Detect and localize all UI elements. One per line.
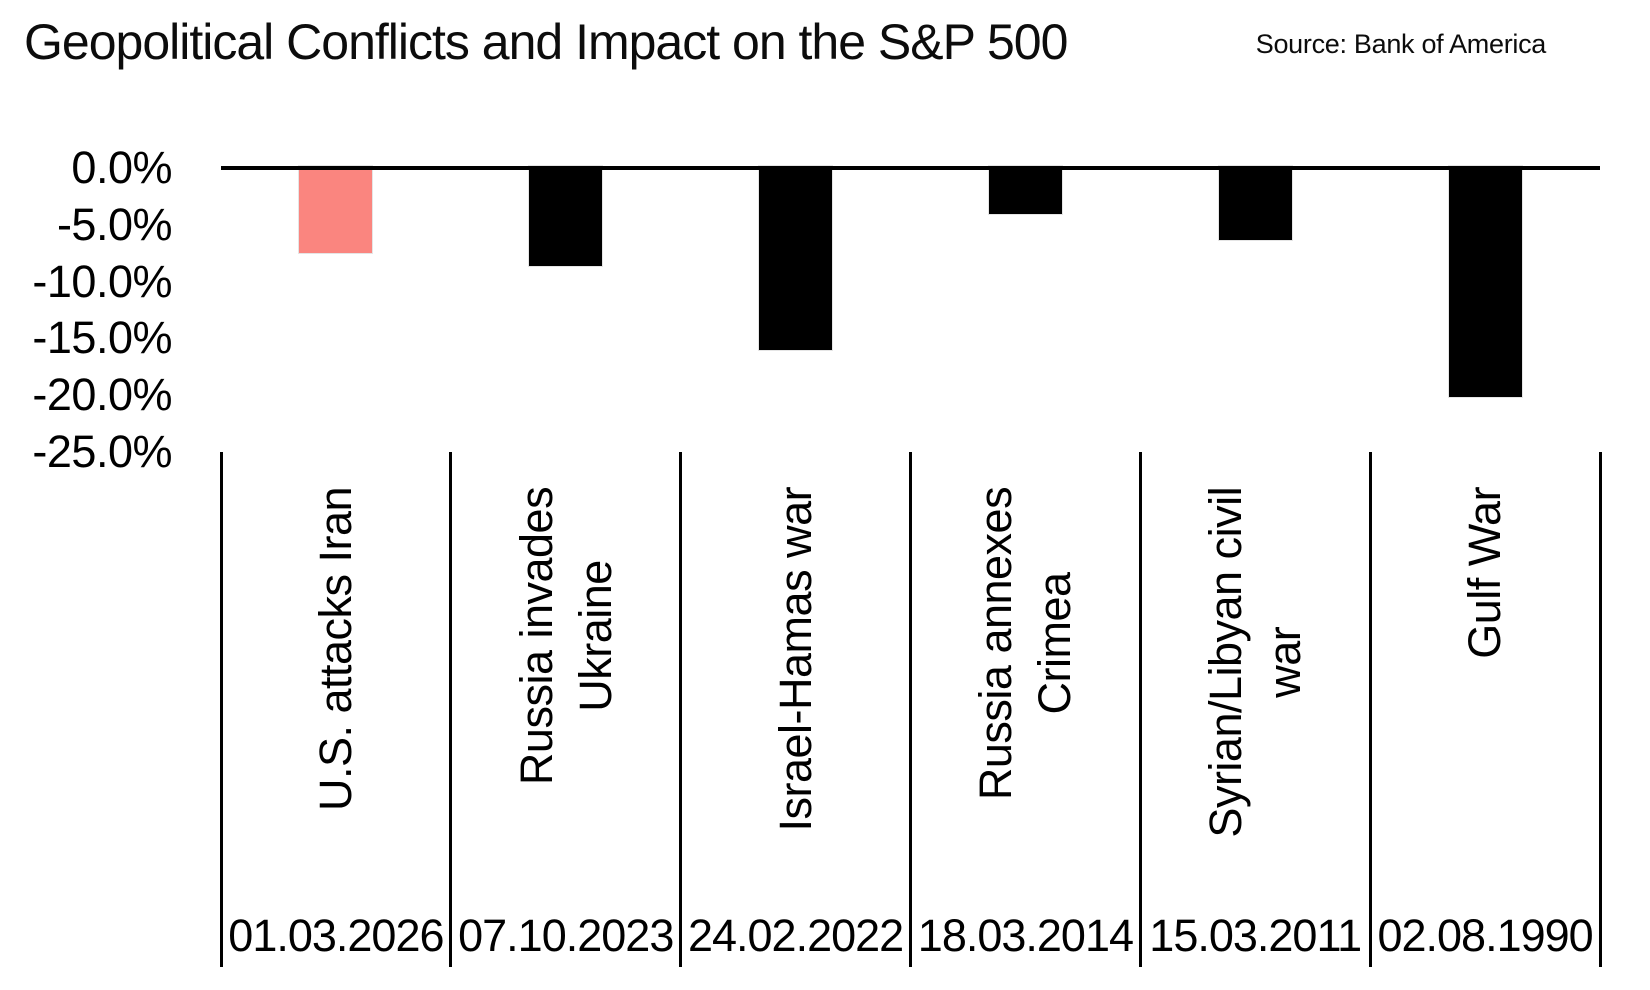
bar	[1218, 166, 1292, 240]
y-axis-tick-label: -15.0%	[32, 312, 172, 364]
category-label-text: Russia annexes Crimea	[970, 486, 1081, 801]
category-date-label: 02.08.1990	[1377, 910, 1593, 961]
category-date-label: 15.03.2011	[1149, 910, 1362, 961]
category-label-text-rotated: Russia invades Ukraine	[451, 487, 681, 907]
category-separator-line	[909, 452, 912, 967]
category-label: Gulf War	[1370, 487, 1600, 907]
category-date-label: 07.10.2023	[458, 910, 674, 961]
y-axis-tick-label: 0.0%	[71, 142, 172, 194]
category-label-text: Russia invades Ukraine	[510, 486, 621, 786]
zero-baseline	[221, 166, 1600, 170]
category-label-text: Israel-Hamas war	[769, 486, 821, 832]
bar	[1448, 166, 1522, 398]
y-axis-tick-label: -10.0%	[32, 255, 172, 307]
category-separator-line	[449, 452, 453, 967]
bar	[759, 166, 833, 350]
category-label-text: U.S. attacks Iran	[310, 486, 362, 812]
category-label-text-rotated: Gulf War	[1370, 487, 1600, 907]
y-axis-tick-label: -25.0%	[32, 425, 172, 477]
category-label-text-rotated: U.S. attacks Iran	[221, 487, 451, 907]
bar	[988, 166, 1062, 214]
bar	[529, 166, 603, 266]
y-axis-tick-label: -5.0%	[56, 199, 173, 250]
category-label-text-rotated: Russia annexes Crimea	[911, 487, 1141, 907]
y-axis-tick-label: -20.0%	[32, 369, 172, 421]
chart-title: Geopolitical Conflicts and Impact on the…	[24, 14, 1068, 70]
category-date-label: 24.02.2022	[687, 910, 904, 961]
category-label-text: Gulf War	[1459, 486, 1511, 659]
category-separator-line	[1138, 452, 1142, 967]
category-label-text-rotated: Syrian/Libyan civil war	[1140, 487, 1370, 907]
category-label-text-rotated: Israel-Hamas war	[681, 487, 911, 907]
category-label: Syrian/Libyan civil war	[1140, 487, 1370, 907]
category-separator-line	[679, 452, 683, 967]
source-label: Source: Bank of America	[1255, 29, 1547, 59]
category-label: Russia invades Ukraine	[451, 487, 681, 907]
category-label: U.S. attacks Iran	[221, 487, 451, 907]
category-label-text: Syrian/Libyan civil war	[1199, 486, 1311, 838]
category-separator-line	[1598, 452, 1602, 967]
bar	[299, 166, 373, 254]
category-separator-line	[1368, 452, 1372, 967]
category-date-label: 01.03.2026	[228, 910, 444, 961]
category-date-label: 18.03.2014	[917, 910, 1134, 961]
category-label: Israel-Hamas war	[681, 487, 911, 907]
category-separator-line	[219, 452, 223, 967]
category-label: Russia annexes Crimea	[911, 487, 1141, 907]
